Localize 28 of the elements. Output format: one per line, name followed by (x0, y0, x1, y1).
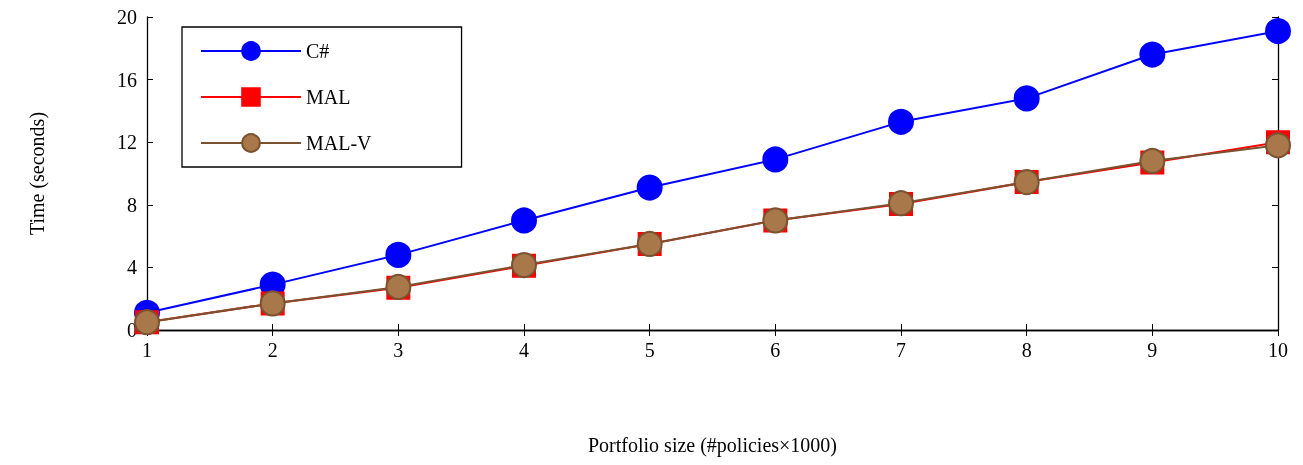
x-tick-label: 4 (519, 339, 529, 361)
x-tick-label: 8 (1021, 339, 1032, 361)
y-tick-label: 4 (127, 256, 137, 279)
y-tick-label: 12 (117, 131, 137, 154)
y-tick-label: 20 (117, 6, 137, 28)
y-axis-title: Time (seconds) (26, 111, 49, 236)
x-tick-label: 7 (896, 339, 906, 361)
point (1265, 18, 1291, 45)
point (1139, 41, 1166, 68)
point (888, 108, 914, 135)
point (511, 207, 537, 234)
legend-label: MAL-V (306, 132, 373, 154)
point (1013, 85, 1040, 112)
x-tick-label: 6 (770, 339, 781, 361)
x-tick-label: 2 (267, 339, 278, 361)
x-tick-label: 1 (142, 339, 152, 361)
x-axis-title: Portfolio size (#policies×1000) (587, 434, 838, 457)
point (385, 241, 412, 268)
x-tick-label: 10 (1268, 339, 1288, 361)
x-tick-label: 3 (393, 339, 404, 361)
y-tick-label: 8 (127, 193, 137, 216)
x-tick-label: 5 (644, 339, 655, 361)
y-tick-label: 16 (117, 68, 137, 91)
legend-label: MAL (306, 86, 351, 108)
point (762, 146, 789, 173)
x-tick-label: 9 (1147, 339, 1158, 361)
legend-label: C# (306, 40, 330, 62)
point (636, 174, 663, 201)
